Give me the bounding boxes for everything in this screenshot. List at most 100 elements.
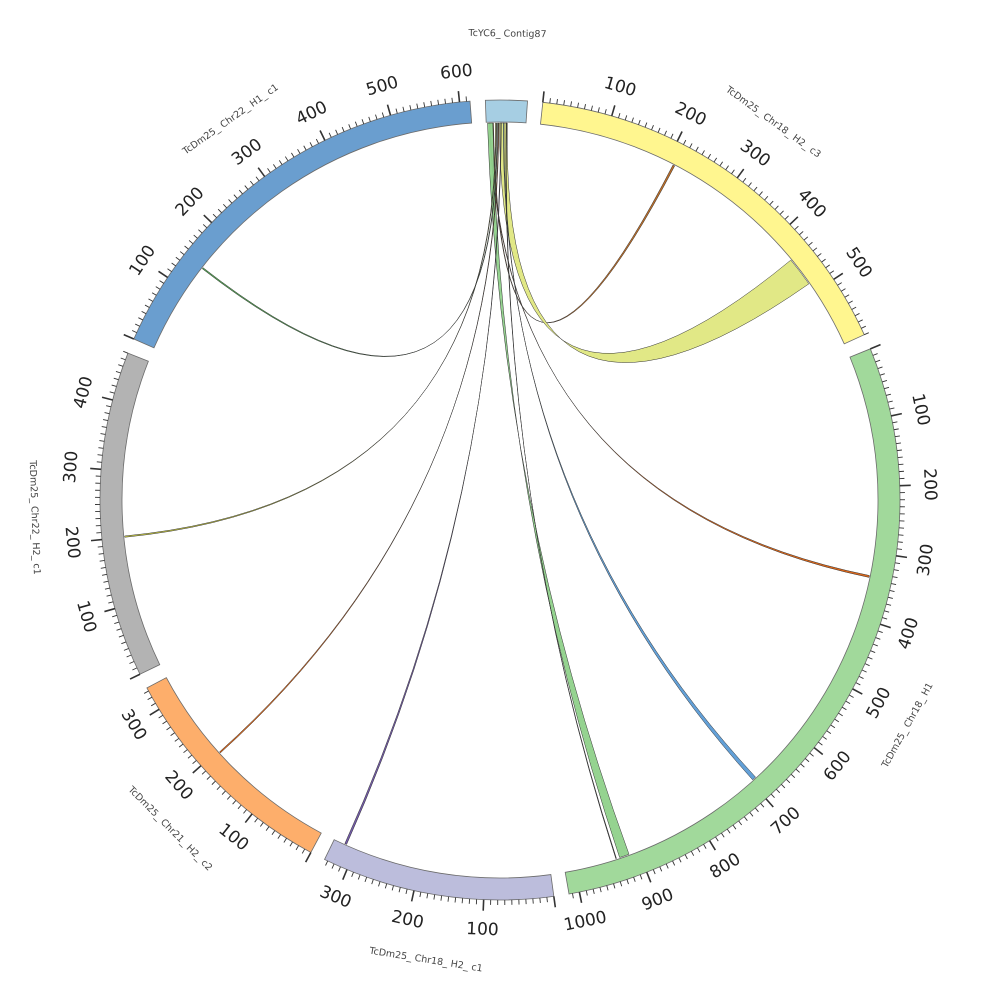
- minor-tick: [243, 809, 247, 814]
- minor-tick: [402, 106, 405, 112]
- major-tick: [765, 798, 774, 808]
- minor-tick: [889, 407, 895, 410]
- minor-tick: [357, 874, 361, 880]
- tick-label: 200: [919, 468, 940, 501]
- link-contig87-chr22h2c1-8: [124, 122, 497, 538]
- minor-tick: [295, 845, 299, 851]
- tick-label: 400: [293, 97, 331, 129]
- minor-tick: [109, 391, 115, 394]
- minor-tick: [753, 186, 758, 192]
- segment-label-chr22h2c1: TcDm25_ Chr22_ H2_ c1: [27, 459, 42, 575]
- major-tick: [244, 813, 253, 824]
- minor-tick: [790, 773, 796, 779]
- minor-tick: [131, 330, 137, 334]
- tick-label: 100: [907, 392, 933, 428]
- minor-tick: [760, 803, 765, 808]
- tick-label: 700: [767, 803, 805, 840]
- minor-tick: [872, 643, 878, 647]
- minor-tick: [670, 133, 674, 139]
- minor-tick: [150, 702, 156, 707]
- minor-tick: [113, 377, 119, 381]
- minor-tick: [254, 817, 259, 823]
- major-tick: [813, 747, 824, 756]
- minor-tick: [877, 630, 883, 633]
- minor-tick: [893, 428, 899, 431]
- major-tick: [870, 343, 881, 350]
- minor-tick: [838, 712, 843, 717]
- minor-tick: [99, 440, 105, 442]
- tick-label: 200: [672, 98, 710, 130]
- minor-tick: [212, 213, 217, 219]
- minor-tick: [271, 830, 276, 835]
- minor-tick: [892, 576, 898, 579]
- minor-tick: [834, 718, 840, 723]
- minor-tick: [301, 848, 306, 854]
- minor-tick: [447, 896, 450, 902]
- major-tick: [123, 333, 135, 340]
- minor-tick: [118, 634, 124, 638]
- segment-label-chr21h2c2: TcDm25_ Chr21_ H2_ c2: [125, 784, 214, 874]
- minor-tick: [577, 102, 579, 108]
- major-tick: [158, 270, 169, 279]
- link-contig87-chr18h1-2: [489, 122, 870, 578]
- minor-tick: [335, 129, 339, 135]
- minor-tick: [451, 97, 453, 103]
- ticks-layer: 1002003004005001002003004005006007008009…: [60, 61, 940, 941]
- minor-tick: [101, 573, 108, 576]
- minor-tick: [98, 553, 104, 555]
- minor-tick: [896, 449, 902, 452]
- minor-tick: [631, 117, 634, 123]
- minor-tick: [585, 890, 588, 896]
- tick-label: 200: [390, 907, 426, 934]
- minor-tick: [222, 203, 228, 209]
- minor-tick: [178, 743, 184, 748]
- minor-tick: [143, 690, 149, 694]
- tick-label: 600: [820, 747, 856, 785]
- minor-tick: [183, 749, 188, 754]
- minor-tick: [123, 350, 129, 354]
- major-tick: [101, 396, 113, 401]
- major-tick: [645, 871, 652, 883]
- tick-label: 100: [602, 73, 639, 101]
- minor-tick: [351, 872, 354, 878]
- minor-tick: [315, 138, 319, 144]
- minor-tick: [597, 107, 600, 113]
- minor-tick: [732, 824, 737, 830]
- minor-tick: [884, 386, 890, 390]
- minor-tick: [120, 357, 126, 361]
- minor-tick: [683, 139, 687, 145]
- major-tick: [203, 214, 213, 224]
- minor-tick: [201, 770, 207, 775]
- minor-tick: [769, 200, 774, 206]
- minor-tick: [830, 724, 836, 729]
- minor-tick: [123, 648, 129, 651]
- minor-tick: [104, 412, 110, 415]
- tick-label: 300: [736, 136, 774, 171]
- minor-tick: [391, 885, 394, 891]
- tick-label: 500: [364, 72, 401, 100]
- minor-tick: [639, 874, 643, 880]
- minor-tick: [419, 892, 422, 898]
- minor-tick: [695, 146, 699, 152]
- minor-tick: [328, 132, 332, 138]
- major-tick: [386, 104, 392, 116]
- minor-tick: [338, 866, 341, 872]
- minor-tick: [804, 758, 810, 763]
- minor-tick: [116, 628, 122, 631]
- minor-tick: [803, 236, 809, 241]
- major-tick: [708, 840, 717, 851]
- minor-tick: [198, 229, 203, 234]
- minor-tick: [822, 736, 827, 740]
- minor-tick: [837, 282, 842, 286]
- minor-tick: [651, 125, 654, 131]
- minor-tick: [861, 669, 867, 673]
- minor-tick: [267, 168, 271, 173]
- major-tick: [90, 538, 103, 542]
- minor-tick: [325, 860, 329, 866]
- minor-tick: [690, 851, 695, 856]
- segment-chr18h2c1: [323, 839, 555, 901]
- minor-tick: [599, 887, 602, 893]
- major-tick: [342, 869, 348, 881]
- minor-tick: [148, 298, 154, 302]
- minor-tick: [211, 780, 216, 785]
